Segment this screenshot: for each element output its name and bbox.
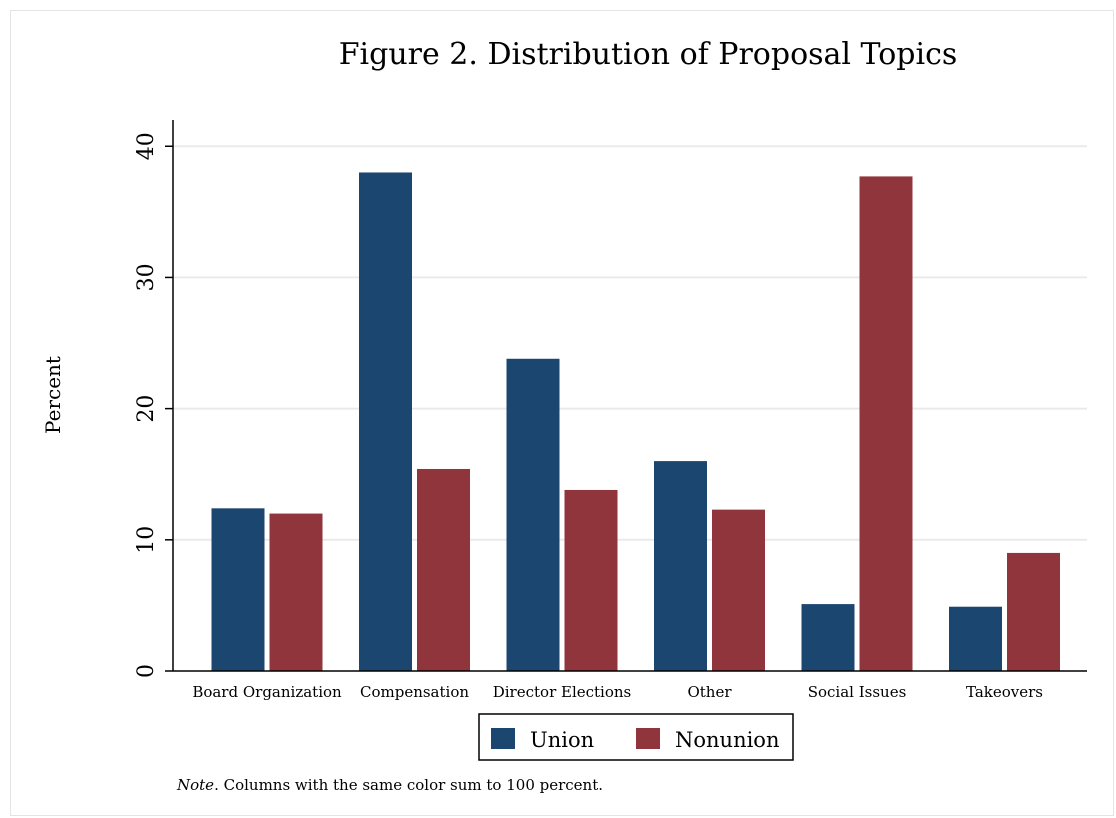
legend-label-nonunion: Nonunion [675,728,779,752]
bar-nonunion-compensation [417,468,470,671]
y-tick-label-10: 10 [134,526,159,554]
chart-title: Figure 2. Distribution of Proposal Topic… [339,37,958,72]
chart-frame [10,10,1114,816]
x-tick-label-compensation: Compensation [360,683,469,701]
y-tick-label-40: 40 [134,132,159,160]
bar-union-other [654,461,707,671]
legend-swatch-nonunion [636,728,660,749]
bar-union-compensation [359,172,412,671]
bar-nonunion-takeovers [1007,552,1060,671]
bar-nonunion-other [712,509,765,671]
bars [211,172,1060,671]
axes [165,120,1087,672]
bar-union-director-elections [506,358,560,671]
y-axis-label: Percent [41,356,65,434]
bar-union-takeovers [949,606,1002,671]
bar-nonunion-board-organization [269,513,323,671]
bar-union-board-organization [211,508,265,671]
y-tick-labels: 0 10 20 30 40 [134,132,159,678]
chart-note: Note. Columns with the same color sum to… [176,776,603,794]
x-tick-label-social-issues: Social Issues [808,683,907,701]
legend: Union Nonunion [478,713,794,761]
y-tick-label-20: 20 [134,395,159,423]
note-prefix: Note [176,776,214,794]
x-tick-label-other: Other [687,683,732,701]
x-tick-label-board-organization: Board Organization [192,683,342,701]
note-text: . Columns with the same color sum to 100… [214,776,603,794]
bar-nonunion-social-issues [859,176,913,671]
legend-swatch-union [491,728,515,749]
bar-nonunion-director-elections [564,489,618,671]
x-tick-label-director-elections: Director Elections [493,683,632,701]
y-tick-label-0: 0 [134,664,159,678]
y-tick-label-30: 30 [134,263,159,291]
x-tick-label-takeovers: Takeovers [966,683,1043,701]
legend-label-union: Union [530,728,594,752]
x-tick-labels: Board Organization Compensation Director E… [192,683,1043,701]
grid-lines [173,145,1087,541]
bar-union-social-issues [801,604,855,671]
